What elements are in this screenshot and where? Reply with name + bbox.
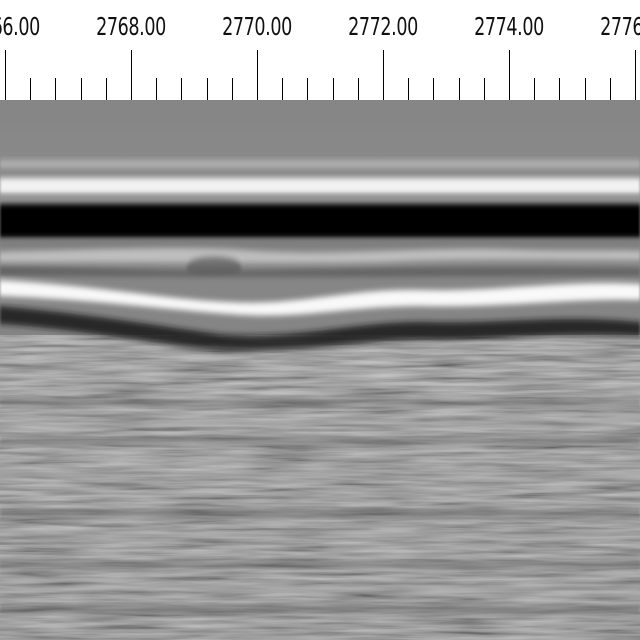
ruler-minor-tick [206, 78, 208, 100]
ruler-minor-tick [307, 78, 309, 100]
ruler-minor-tick [105, 78, 107, 100]
subsurface-noise [0, 335, 640, 640]
ruler-minor-tick [483, 78, 485, 100]
ruler-minor-tick [30, 78, 32, 100]
ruler-tick-label: 2768.00 [96, 12, 166, 41]
ruler-minor-tick [584, 78, 586, 100]
ruler-tick-label: 2772.00 [348, 12, 418, 41]
ruler-major-tick [635, 50, 636, 100]
ruler-major-tick [257, 50, 258, 100]
deep-layers [0, 400, 640, 613]
ruler-minor-tick [156, 78, 158, 100]
ruler-tick-label: 2770.00 [222, 12, 292, 41]
ruler-minor-tick [231, 78, 233, 100]
ruler-minor-tick [559, 78, 561, 100]
ruler-minor-tick [534, 78, 536, 100]
ruler-minor-tick [458, 78, 460, 100]
ruler-minor-tick [55, 78, 57, 100]
ruler-tick-label: 2776.00 [600, 12, 640, 41]
ruler-major-tick [509, 50, 510, 100]
ruler-tick-label: 2766.00 [0, 12, 40, 41]
ruler-tick-label: 2774.00 [474, 12, 544, 41]
ruler-minor-tick [408, 78, 410, 100]
ruler-major-tick [131, 50, 132, 100]
shallow-reflectors [0, 248, 640, 351]
ruler-major-tick [5, 50, 6, 100]
ruler-minor-tick [433, 78, 435, 100]
ruler-major-tick [383, 50, 384, 100]
ruler-minor-tick [80, 78, 82, 100]
surface-reflection [0, 160, 640, 248]
ruler-minor-tick [357, 78, 359, 100]
ruler-minor-tick [181, 78, 183, 100]
radargram-section [0, 100, 640, 640]
ruler-minor-tick [332, 78, 334, 100]
ruler-minor-tick [609, 78, 611, 100]
distance-ruler: 2766.00 2768.00 2770.00 2772.00 2774.00 2776.… [0, 0, 640, 100]
ruler-minor-tick [282, 78, 284, 100]
